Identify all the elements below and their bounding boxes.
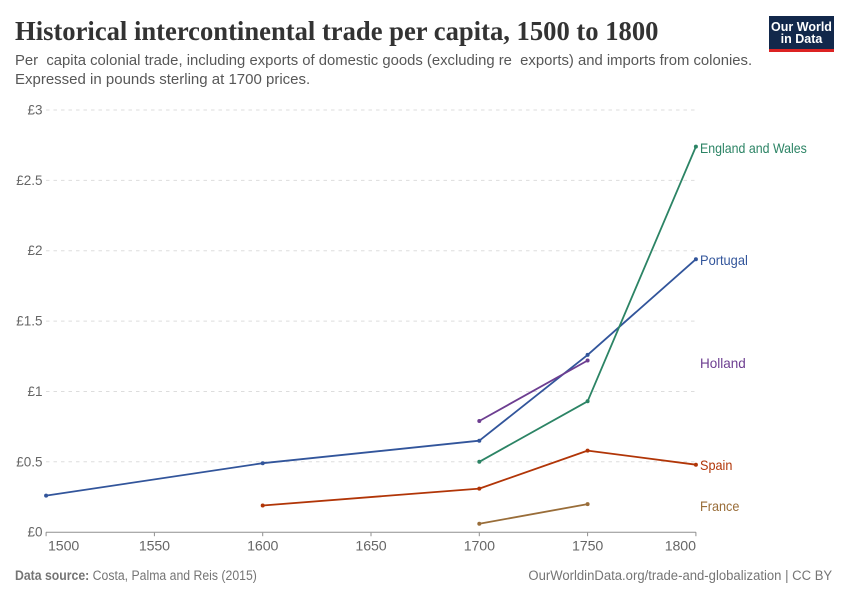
svg-text:£2: £2 xyxy=(27,243,42,258)
svg-text:£0: £0 xyxy=(27,525,42,540)
svg-text:1650: 1650 xyxy=(355,539,386,555)
svg-text:1800: 1800 xyxy=(665,539,696,555)
svg-text:£2.5: £2.5 xyxy=(16,173,42,188)
svg-text:1750: 1750 xyxy=(572,539,603,555)
svg-text:1550: 1550 xyxy=(139,539,170,555)
svg-text:1700: 1700 xyxy=(464,539,495,555)
svg-text:1600: 1600 xyxy=(247,539,278,555)
svg-text:£3: £3 xyxy=(27,103,42,118)
svg-text:£1.5: £1.5 xyxy=(16,314,42,329)
svg-text:£1: £1 xyxy=(27,384,42,399)
svg-text:1500: 1500 xyxy=(48,539,79,555)
svg-text:£0.5: £0.5 xyxy=(16,454,42,469)
